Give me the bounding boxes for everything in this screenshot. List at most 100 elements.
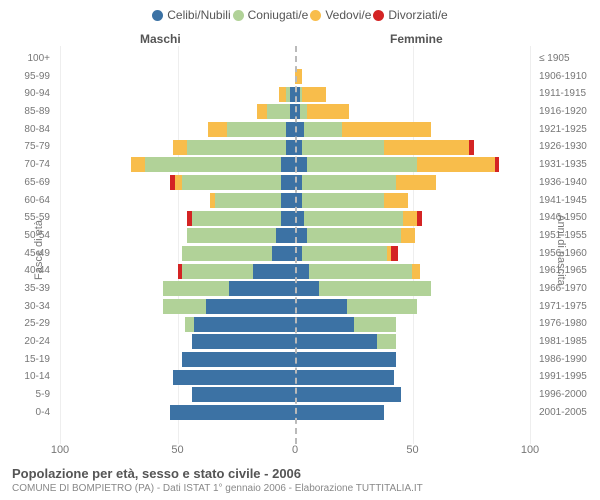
- male-bars: [60, 138, 295, 156]
- birth-label: 1956-1960: [539, 245, 587, 263]
- female-bars: [295, 174, 530, 192]
- bar-segment: [163, 299, 205, 314]
- bar-segment: [192, 387, 295, 402]
- bar-segment: [170, 405, 295, 420]
- bar-segment: [302, 193, 384, 208]
- male-bars: [60, 103, 295, 121]
- bar-segment: [286, 140, 295, 155]
- male-bars: [60, 368, 295, 386]
- bar-segment: [347, 299, 418, 314]
- bar-segment: [145, 157, 281, 172]
- x-tick-label: 100: [51, 444, 69, 456]
- bar-segment: [281, 175, 295, 190]
- male-bars: [60, 174, 295, 192]
- male-bars: [60, 68, 295, 86]
- bar-segment: [182, 352, 295, 367]
- bar-segment: [173, 370, 295, 385]
- age-label: 80-84: [24, 121, 50, 139]
- x-tick-label: 0: [292, 444, 298, 456]
- age-label: 95-99: [24, 68, 50, 86]
- bar-segment: [417, 157, 495, 172]
- bar-segment: [192, 211, 281, 226]
- chart-title: Popolazione per età, sesso e stato civil…: [12, 466, 588, 481]
- bar-segment: [295, 334, 377, 349]
- female-bars: [295, 368, 530, 386]
- birth-label: 1931-1935: [539, 156, 587, 174]
- age-label: 35-39: [24, 280, 50, 298]
- chart-area: 100+≤ 190595-991906-191090-941911-191585…: [60, 50, 530, 440]
- birth-label: 1951-1955: [539, 227, 587, 245]
- bar-segment: [295, 387, 401, 402]
- legend-swatch: [233, 10, 244, 21]
- female-bars: [295, 156, 530, 174]
- female-bars: [295, 333, 530, 351]
- female-bars: [295, 262, 530, 280]
- female-bars: [295, 85, 530, 103]
- male-bars: [60, 351, 295, 369]
- birth-label: ≤ 1905: [539, 50, 570, 68]
- legend-item: Vedovi/e: [310, 8, 371, 22]
- male-bars: [60, 333, 295, 351]
- bar-segment: [163, 281, 229, 296]
- bar-segment: [304, 211, 403, 226]
- birth-label: 1906-1910: [539, 68, 587, 86]
- bar-segment: [187, 228, 276, 243]
- birth-label: 1911-1915: [539, 85, 586, 103]
- legend-swatch: [310, 10, 321, 21]
- legend-item: Coniugati/e: [233, 8, 309, 22]
- bar-segment: [307, 157, 417, 172]
- bar-segment: [300, 104, 307, 119]
- birth-label: 1926-1930: [539, 138, 587, 156]
- bar-segment: [412, 264, 419, 279]
- bar-segment: [304, 122, 342, 137]
- male-bars: [60, 209, 295, 227]
- age-label: 70-74: [24, 156, 50, 174]
- bar-segment: [215, 193, 281, 208]
- age-label: 85-89: [24, 103, 50, 121]
- female-bars: [295, 209, 530, 227]
- age-label: 10-14: [24, 368, 50, 386]
- bar-segment: [384, 193, 408, 208]
- bar-segment: [295, 352, 396, 367]
- bar-segment: [396, 175, 436, 190]
- female-bars: [295, 192, 530, 210]
- bar-segment: [384, 140, 469, 155]
- age-label: 5-9: [36, 386, 50, 404]
- female-bars: [295, 103, 530, 121]
- legend-item: Celibi/Nubili: [152, 8, 230, 22]
- age-label: 65-69: [24, 174, 50, 192]
- age-label: 75-79: [24, 138, 50, 156]
- male-bars: [60, 227, 295, 245]
- female-bars: [295, 227, 530, 245]
- bar-segment: [295, 317, 354, 332]
- female-bars: [295, 280, 530, 298]
- footer: Popolazione per età, sesso e stato civil…: [12, 466, 588, 494]
- bar-segment: [185, 317, 194, 332]
- bar-segment: [417, 211, 422, 226]
- bar-segment: [391, 246, 398, 261]
- female-bars: [295, 404, 530, 422]
- birth-label: 1991-1995: [539, 368, 587, 386]
- bar-segment: [281, 157, 295, 172]
- bar-segment: [295, 370, 394, 385]
- bar-segment: [403, 211, 417, 226]
- female-header: Femmine: [390, 32, 443, 46]
- legend-label: Celibi/Nubili: [167, 8, 230, 22]
- legend-label: Divorziati/e: [388, 8, 447, 22]
- male-bars: [60, 192, 295, 210]
- bar-segment: [295, 264, 309, 279]
- bar-segment: [131, 157, 145, 172]
- age-label: 90-94: [24, 85, 50, 103]
- age-label: 15-19: [24, 351, 50, 369]
- x-tick-label: 50: [406, 444, 418, 456]
- age-label: 100+: [27, 50, 50, 68]
- bar-segment: [267, 104, 291, 119]
- bar-segment: [206, 299, 295, 314]
- bar-segment: [495, 157, 500, 172]
- male-bars: [60, 298, 295, 316]
- birth-label: 2001-2005: [539, 404, 587, 422]
- bar-segment: [295, 281, 319, 296]
- birth-label: 1941-1945: [539, 192, 587, 210]
- legend: Celibi/NubiliConiugati/eVedovi/e Divorzia…: [0, 8, 600, 22]
- age-label: 40-44: [24, 262, 50, 280]
